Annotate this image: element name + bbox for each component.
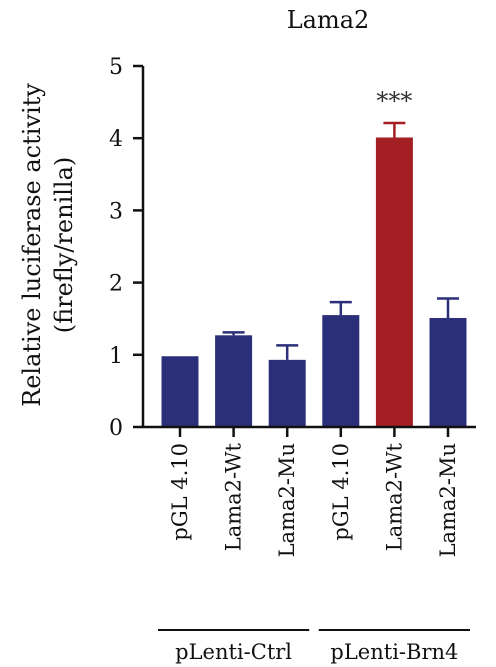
x-tick-label: pGL 4.10 xyxy=(329,443,353,541)
bar xyxy=(268,359,306,427)
y-axis-label: Relative luciferase activity (firefly/re… xyxy=(18,83,78,407)
x-axis: pGL 4.10 Lama2-Wt Lama2-Mu pGL 4.10 Lama2-Wt… xyxy=(143,425,476,557)
y-tick-label: 1 xyxy=(109,344,123,369)
bar xyxy=(215,335,253,427)
y-tick-label: 2 xyxy=(109,272,123,297)
bars: *** xyxy=(161,87,467,427)
significance-annotation: *** xyxy=(376,87,412,115)
bar xyxy=(429,317,467,427)
bar xyxy=(322,315,360,427)
x-tick-label: Lama2-Wt xyxy=(382,442,406,551)
y-axis: 0 1 2 3 4 5 xyxy=(109,55,145,441)
group-label: pLenti-Brn4 xyxy=(330,640,458,664)
group-label: pLenti-Ctrl xyxy=(175,640,292,664)
x-tick-label: Lama2-Wt xyxy=(222,442,246,551)
x-tick-label: pGL 4.10 xyxy=(168,443,192,541)
bar xyxy=(161,356,199,427)
x-tick-label: Lama2-Mu xyxy=(436,443,460,557)
bar xyxy=(375,137,413,427)
y-tick-label: 0 xyxy=(109,416,123,441)
y-tick-label: 4 xyxy=(109,127,123,152)
chart-title: Lama2 xyxy=(287,6,370,34)
y-tick-label: 3 xyxy=(109,199,123,224)
y-axis-label-line-2: (firefly/renilla) xyxy=(50,157,78,334)
y-tick-label: 5 xyxy=(109,55,123,80)
x-tick-label: Lama2-Mu xyxy=(275,443,299,557)
group-labels: pLenti-Ctrl pLenti-Brn4 xyxy=(158,629,470,664)
y-axis-label-line-1: Relative luciferase activity xyxy=(18,83,46,407)
